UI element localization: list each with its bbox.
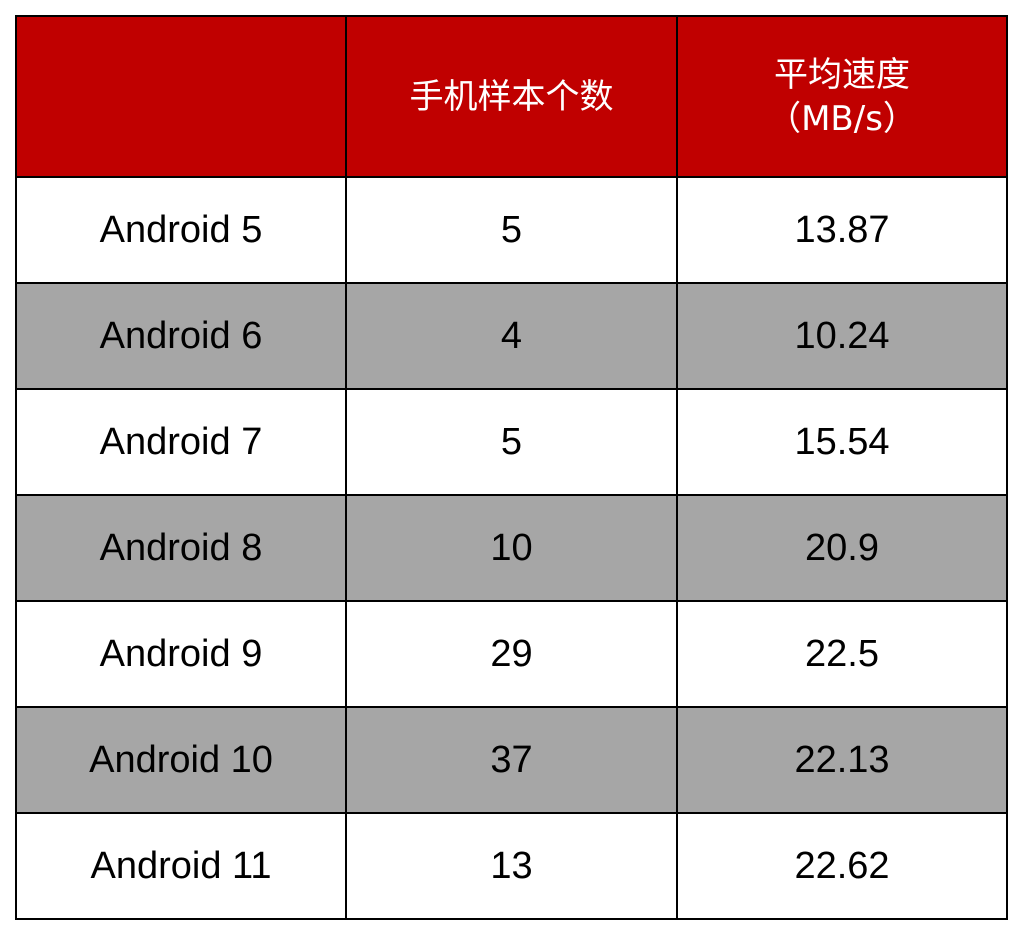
cell-android-version: Android 11 xyxy=(15,812,347,920)
cell-sample-count: 29 xyxy=(345,600,678,708)
table-header-row: 手机样本个数 平均速度 （MB/s） xyxy=(15,15,1008,178)
header-cell-version xyxy=(15,15,347,178)
table-row: Android 7 5 15.54 xyxy=(15,388,1008,496)
header-cell-avg-speed: 平均速度 （MB/s） xyxy=(676,15,1008,178)
table-row: Android 8 10 20.9 xyxy=(15,494,1008,602)
cell-sample-count: 5 xyxy=(345,388,678,496)
table-row: Android 9 29 22.5 xyxy=(15,600,1008,708)
header-sample-count-label: 手机样本个数 xyxy=(409,76,614,117)
header-avg-speed-unit: （MB/s） xyxy=(767,98,917,139)
table-row: Android 11 13 22.62 xyxy=(15,812,1008,920)
cell-avg-speed: 10.24 xyxy=(676,282,1008,390)
cell-sample-count: 4 xyxy=(345,282,678,390)
cell-sample-count: 5 xyxy=(345,176,678,284)
header-cell-sample-count: 手机样本个数 xyxy=(345,15,678,178)
speed-table-container: 手机样本个数 平均速度 （MB/s） Android 5 5 13.87 Androi… xyxy=(15,15,1008,920)
cell-avg-speed: 22.13 xyxy=(676,706,1008,814)
cell-android-version: Android 10 xyxy=(15,706,347,814)
table-row: Android 10 37 22.13 xyxy=(15,706,1008,814)
cell-avg-speed: 22.5 xyxy=(676,600,1008,708)
cell-android-version: Android 8 xyxy=(15,494,347,602)
cell-avg-speed: 22.62 xyxy=(676,812,1008,920)
cell-sample-count: 37 xyxy=(345,706,678,814)
cell-android-version: Android 7 xyxy=(15,388,347,496)
header-avg-speed-label: 平均速度 xyxy=(774,54,910,95)
cell-sample-count: 13 xyxy=(345,812,678,920)
cell-avg-speed: 15.54 xyxy=(676,388,1008,496)
table-row: Android 6 4 10.24 xyxy=(15,282,1008,390)
table-row: Android 5 5 13.87 xyxy=(15,176,1008,284)
cell-android-version: Android 5 xyxy=(15,176,347,284)
cell-avg-speed: 13.87 xyxy=(676,176,1008,284)
cell-avg-speed: 20.9 xyxy=(676,494,1008,602)
cell-android-version: Android 9 xyxy=(15,600,347,708)
cell-sample-count: 10 xyxy=(345,494,678,602)
android-speed-table: 手机样本个数 平均速度 （MB/s） Android 5 5 13.87 Androi… xyxy=(15,15,1008,920)
cell-android-version: Android 6 xyxy=(15,282,347,390)
